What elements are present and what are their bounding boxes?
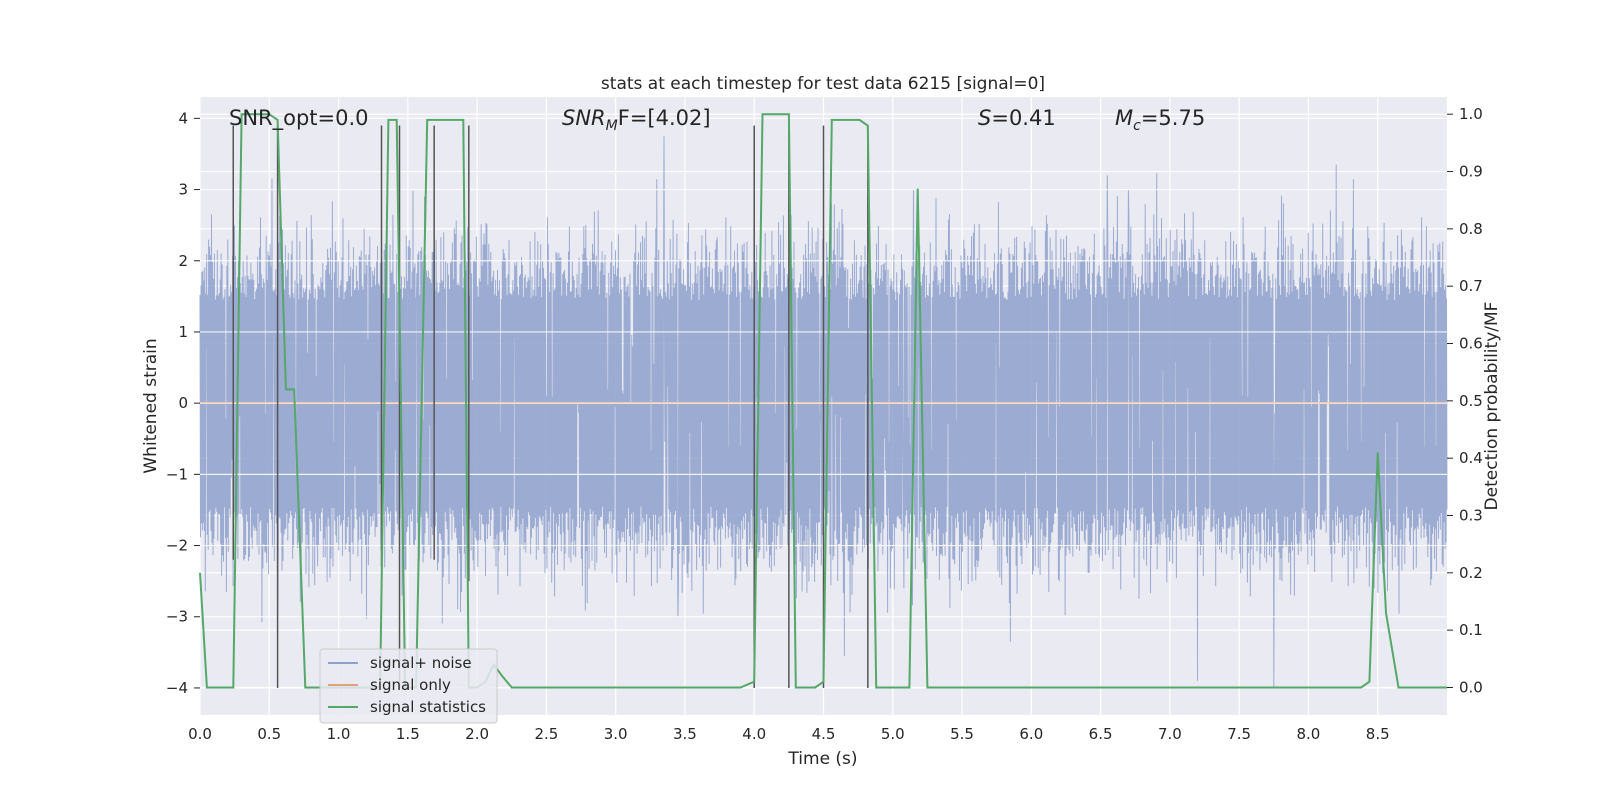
y-left-ticks: 4 3 2 1 0 −1 −2 −3 −4 bbox=[166, 109, 200, 697]
y-left-tick-label: −3 bbox=[166, 608, 188, 626]
legend-label-signal-only: signal only bbox=[370, 676, 451, 694]
y-axis-left-label: Whitened strain bbox=[141, 338, 161, 473]
x-tick-label: 4.0 bbox=[742, 725, 766, 743]
annotation-s: S=0.41 bbox=[978, 106, 1056, 130]
y-left-tick-label: 0 bbox=[178, 394, 188, 412]
x-tick-label: 1.0 bbox=[327, 725, 351, 743]
y-right-tick-label: 0.9 bbox=[1459, 163, 1483, 181]
x-axis-label: Time (s) bbox=[787, 749, 857, 769]
y-right-tick-label: 0.6 bbox=[1459, 335, 1483, 353]
x-tick-label: 2.5 bbox=[534, 725, 558, 743]
y-right-tick-label: 0.2 bbox=[1459, 564, 1483, 582]
legend-label-statistics: signal statistics bbox=[370, 698, 486, 716]
y-axis-right-label: Detection probability/MF bbox=[1482, 302, 1502, 511]
y-right-ticks: 1.0 0.9 0.8 0.7 0.6 0.5 0.4 0.3 0.2 0.1 0.0 bbox=[1447, 105, 1483, 696]
y-right-tick-label: 0.7 bbox=[1459, 277, 1483, 295]
s-symbol: S bbox=[978, 106, 991, 130]
y-left-tick-label: −4 bbox=[166, 679, 188, 697]
x-tick-label: 3.0 bbox=[604, 725, 628, 743]
x-tick-label: 8.5 bbox=[1366, 725, 1390, 743]
y-right-tick-label: 0.0 bbox=[1459, 678, 1483, 696]
snr-mf-subscript: M bbox=[606, 118, 618, 134]
y-right-tick-label: 1.0 bbox=[1459, 105, 1483, 123]
s-value: =0.41 bbox=[991, 106, 1055, 130]
y-right-tick-label: 0.8 bbox=[1459, 220, 1483, 238]
x-tick-label: 7.0 bbox=[1158, 725, 1182, 743]
x-tick-label: 0.5 bbox=[257, 725, 281, 743]
x-ticks: 0.0 0.5 1.0 1.5 2.0 2.5 3.0 3.5 4.0 4.5 5.0 5.5 6.0 6… bbox=[188, 725, 1390, 743]
snr-mf-value: F=[4.02] bbox=[618, 106, 711, 130]
x-tick-label: 5.5 bbox=[950, 725, 974, 743]
event-markers bbox=[232, 125, 869, 688]
annotation-mc: Mc=5.75 bbox=[1115, 106, 1205, 134]
y-right-tick-label: 0.4 bbox=[1459, 449, 1483, 467]
mc-value: =5.75 bbox=[1141, 106, 1205, 130]
mc-subscript: c bbox=[1133, 118, 1141, 134]
y-left-tick-label: 1 bbox=[178, 323, 188, 341]
legend-box bbox=[319, 648, 498, 724]
x-tick-label: 4.5 bbox=[812, 725, 836, 743]
legend-label-noise: signal+ noise bbox=[370, 654, 472, 672]
y-right-tick-label: 0.1 bbox=[1459, 621, 1483, 639]
y-left-tick-label: 4 bbox=[178, 109, 188, 127]
x-tick-label: 0.0 bbox=[188, 725, 212, 743]
x-tick-label: 2.0 bbox=[465, 725, 489, 743]
y-left-tick-label: −1 bbox=[166, 465, 188, 483]
x-tick-label: 1.5 bbox=[396, 725, 420, 743]
annotation-snr-opt: SNR_opt=0.0 bbox=[229, 106, 369, 131]
y-left-tick-label: −2 bbox=[166, 537, 188, 555]
y-right-tick-label: 0.3 bbox=[1459, 506, 1483, 524]
snr-mf-symbol: SNR bbox=[562, 106, 606, 130]
x-tick-label: 3.5 bbox=[673, 725, 697, 743]
chart-title: stats at each timestep for test data 621… bbox=[601, 74, 1045, 94]
x-tick-label: 8.0 bbox=[1297, 725, 1321, 743]
x-tick-label: 6.5 bbox=[1089, 725, 1113, 743]
y-left-tick-label: 3 bbox=[178, 181, 188, 199]
annotation-snr-mf: SNRMF=[4.02] bbox=[562, 106, 711, 134]
x-tick-label: 7.5 bbox=[1227, 725, 1251, 743]
y-left-tick-label: 2 bbox=[178, 252, 188, 270]
legend: signal+ noise signal only signal statist… bbox=[319, 648, 498, 724]
mc-symbol: M bbox=[1115, 106, 1133, 130]
y-right-tick-label: 0.5 bbox=[1459, 392, 1483, 410]
x-tick-label: 6.0 bbox=[1019, 725, 1043, 743]
x-tick-label: 5.0 bbox=[881, 725, 905, 743]
